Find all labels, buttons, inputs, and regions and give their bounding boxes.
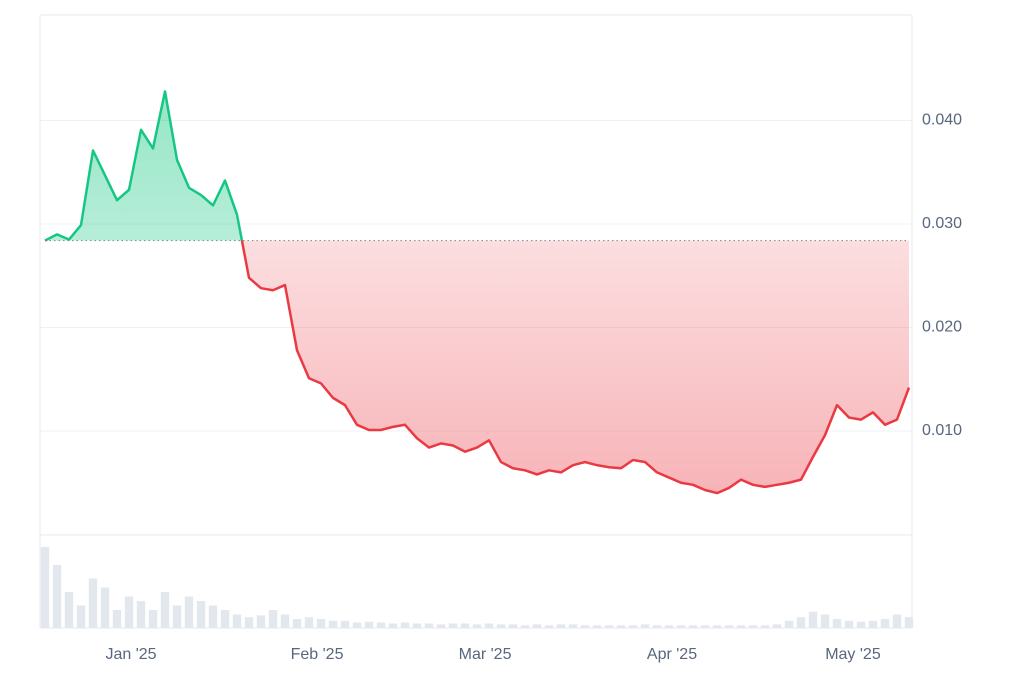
volume-bar [292, 619, 302, 628]
volume-bar [628, 625, 638, 628]
volume-bar [280, 614, 290, 628]
volume-bar [508, 624, 518, 628]
volume-bar [88, 578, 98, 628]
volume-bar [388, 623, 398, 628]
volume-bar [772, 624, 782, 628]
volume-bar [556, 624, 566, 628]
volume-bar [784, 620, 794, 628]
volume-bar [136, 601, 146, 628]
volume-bar [256, 615, 266, 628]
volume-bar [448, 623, 458, 628]
volume-bar [688, 625, 698, 628]
volume-bar [376, 622, 386, 628]
y-tick-label: 0.020 [922, 319, 962, 336]
volume-bar [892, 614, 902, 628]
volume-bar [748, 625, 758, 628]
x-tick-label: Jan '25 [105, 646, 156, 663]
price-line-up [44, 90, 244, 241]
x-tick-label: May '25 [825, 646, 881, 663]
volume-bar [604, 625, 614, 628]
volume-bar [196, 601, 206, 628]
volume-bar [496, 624, 506, 628]
volume-bar [820, 614, 830, 628]
volume-bar [796, 617, 806, 628]
volume-bar [328, 620, 338, 628]
volume-bar [412, 623, 422, 628]
volume-bar [424, 623, 434, 628]
y-tick-label: 0.040 [922, 112, 962, 129]
volume-bar [520, 625, 530, 628]
area-down [45, 240, 909, 494]
volume-bar [100, 587, 110, 628]
volume-bar [364, 621, 374, 628]
volume-bar [172, 605, 182, 628]
volume-bar [112, 610, 122, 628]
volume-bar [844, 620, 854, 628]
volume-bar [460, 623, 470, 628]
volume-bar [316, 619, 326, 628]
volume-bar [304, 617, 314, 628]
volume-bar [700, 625, 710, 628]
volume-bar [436, 624, 446, 628]
area-up [45, 91, 242, 241]
volume-bar [832, 619, 842, 628]
volume-bar [268, 610, 278, 628]
volume-bar [160, 592, 170, 628]
y-tick-label: 0.030 [922, 215, 962, 232]
volume-bar [652, 625, 662, 628]
volume-bar [868, 620, 878, 628]
volume-bar [148, 610, 158, 628]
volume-bar [856, 621, 866, 628]
volume-bar [400, 622, 410, 628]
volume-bar [664, 625, 674, 628]
volume-bar [124, 596, 134, 628]
volume-bar [724, 625, 734, 628]
volume-bar [208, 605, 218, 628]
volume-bar [52, 565, 62, 628]
volume-bar [904, 617, 914, 628]
volume-bar [640, 624, 650, 628]
volume-bar [592, 625, 602, 628]
volume-bar [64, 592, 74, 628]
price-line-down [44, 240, 911, 495]
volume-bar [76, 605, 86, 628]
volume-bar [676, 625, 686, 628]
volume-bar [40, 547, 50, 628]
volume-bar [568, 624, 578, 628]
volume-bar [340, 620, 350, 628]
volume-bar [880, 619, 890, 628]
volume-bar [760, 625, 770, 628]
volume-bar [808, 611, 818, 628]
volume-bar [544, 625, 554, 628]
volume-bar [184, 596, 194, 628]
volume-bar [712, 625, 722, 628]
volume-bar [736, 625, 746, 628]
volume-bar [484, 623, 494, 628]
volume-bar [580, 625, 590, 628]
volume-bar [352, 622, 362, 628]
volume-bar [232, 614, 242, 628]
volume-bar [472, 624, 482, 628]
volume-bar [532, 624, 542, 628]
x-tick-label: Feb '25 [291, 646, 344, 663]
x-tick-label: Mar '25 [459, 646, 512, 663]
y-tick-label: 0.010 [922, 422, 962, 439]
x-tick-label: Apr '25 [647, 646, 697, 663]
volume-bar [244, 617, 254, 628]
volume-bar [616, 625, 626, 628]
volume-bar [220, 610, 230, 628]
